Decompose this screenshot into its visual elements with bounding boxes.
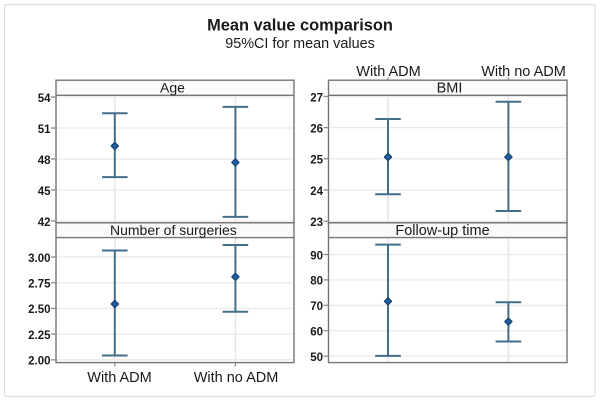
svg-text:With ADM: With ADM (87, 370, 151, 386)
svg-text:BMI: BMI (437, 81, 463, 97)
svg-text:2.00: 2.00 (28, 356, 50, 368)
svg-text:70: 70 (310, 301, 323, 313)
svg-text:48: 48 (38, 155, 51, 167)
svg-text:54: 54 (38, 93, 51, 105)
svg-text:26: 26 (310, 123, 323, 135)
svg-text:27: 27 (310, 92, 323, 104)
svg-text:50: 50 (310, 352, 323, 364)
svg-text:Follow-up time: Follow-up time (395, 223, 489, 239)
svg-text:Number of surgeries: Number of surgeries (110, 222, 237, 238)
svg-text:23: 23 (310, 217, 323, 229)
svg-text:With ADM: With ADM (356, 64, 420, 80)
svg-text:60: 60 (310, 327, 323, 339)
svg-text:25: 25 (310, 155, 323, 167)
svg-text:3.00: 3.00 (28, 253, 50, 265)
svg-text:Age: Age (160, 80, 185, 96)
svg-text:90: 90 (310, 250, 323, 262)
svg-text:42: 42 (38, 217, 51, 229)
svg-text:80: 80 (310, 276, 323, 288)
svg-text:2.75: 2.75 (28, 279, 51, 291)
svg-text:51: 51 (38, 124, 51, 136)
svg-text:With no ADM: With no ADM (194, 370, 279, 386)
svg-text:45: 45 (38, 186, 51, 198)
svg-text:With no ADM: With no ADM (481, 64, 566, 80)
svg-text:Mean value comparison: Mean value comparison (207, 17, 393, 35)
svg-text:2.50: 2.50 (28, 304, 50, 316)
svg-text:2.25: 2.25 (28, 330, 51, 342)
svg-text:24: 24 (310, 186, 323, 198)
svg-text:95%CI for mean values: 95%CI for mean values (225, 36, 375, 52)
